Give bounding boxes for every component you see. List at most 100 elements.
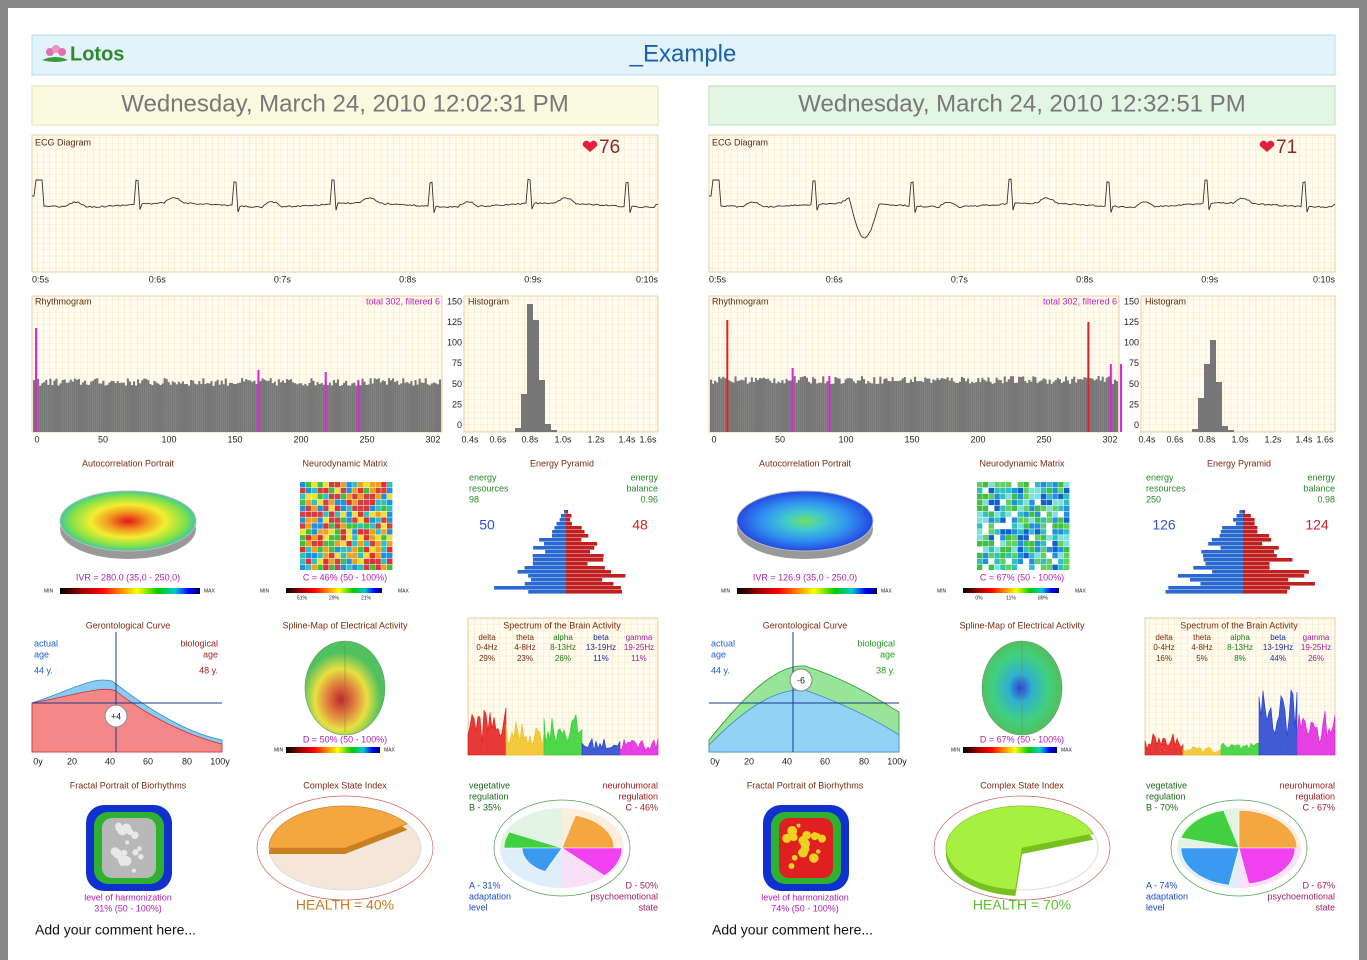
spectrum-area [1258, 689, 1298, 756]
ecg-tick-label: 0:6s [149, 274, 167, 284]
matrix-cell [369, 529, 375, 535]
matrix-cell [1064, 499, 1070, 506]
matrix-cell [1052, 505, 1058, 511]
matrix-cell [1023, 482, 1029, 488]
rhythm-bar [408, 383, 411, 432]
matrix-cell [381, 493, 387, 500]
actual-label: age [711, 649, 726, 659]
matrix-cell [358, 541, 364, 547]
rhythm-bar [361, 378, 364, 432]
pyramid-right [1243, 538, 1272, 542]
pyramid-left [1193, 566, 1243, 570]
rhythm-bar [954, 382, 957, 432]
matrix-cell [1006, 517, 1012, 523]
rhythm-bar [151, 385, 154, 432]
age-tick-label: 20 [744, 756, 754, 766]
rhythm-bar [249, 380, 252, 432]
matrix-cell [346, 546, 352, 553]
matrix-cell [334, 505, 341, 511]
matrix-cell [329, 523, 335, 529]
matrix-cell [352, 493, 358, 500]
fractal-dot [782, 833, 792, 843]
matrix-cell [1006, 552, 1012, 559]
matrix-cell [358, 523, 364, 529]
matrix-cell [381, 482, 387, 488]
rhythm-bar [392, 378, 395, 432]
balance-label: adaptation [469, 891, 511, 901]
matrix-cell [305, 499, 312, 506]
matrix-cell [334, 487, 341, 494]
matrix-cell [988, 499, 994, 506]
rhythm-bar [353, 382, 356, 432]
rhythm-bar [300, 383, 303, 432]
pyramid-right [566, 534, 589, 538]
age-tick-label: 0y [33, 756, 43, 766]
band-pct: 44% [1270, 654, 1286, 663]
rhythm-bar [61, 380, 64, 432]
matrix-cell [1000, 552, 1006, 559]
matrix-cell [977, 505, 983, 511]
matrix-cell [1040, 482, 1047, 488]
scale-min: MIN [721, 588, 731, 594]
matrix-cell [982, 487, 989, 494]
energy-value: 0.98 [1317, 494, 1335, 504]
rhythm-bar [396, 380, 399, 432]
matrix-cell [1040, 517, 1047, 523]
rhythm-bar [79, 384, 83, 432]
rhythm-bar [995, 377, 998, 432]
energy-big: 48 [632, 517, 648, 533]
matrix-cell [334, 535, 341, 541]
histogram-bar [1216, 382, 1222, 432]
rhythm-bar [436, 384, 440, 432]
date: Wednesday, March 24, 2010 12:02:31 PM [121, 90, 568, 117]
rhythm-bar [165, 379, 168, 432]
rhythm-bar [909, 379, 913, 432]
matrix-cell [346, 493, 352, 500]
pyramid-left [1220, 546, 1243, 550]
matrix-cell [1064, 511, 1070, 517]
matrix-cell [352, 558, 358, 565]
matrix-cell [1000, 523, 1006, 529]
matrix-cell [334, 493, 341, 500]
fractal-dot [119, 859, 126, 867]
pyramid-left [539, 538, 566, 542]
matrix-cell [375, 558, 381, 565]
matrix-cell [300, 511, 306, 517]
fractal-dot [115, 822, 122, 830]
matrix-cell [1052, 564, 1058, 570]
rhythm-bar [1022, 376, 1025, 432]
rhythm-bar [434, 383, 437, 432]
rhythm-bar [981, 377, 984, 432]
age-diff: -6 [797, 675, 805, 685]
matrix-cell [300, 517, 306, 523]
matrix-cell [1046, 493, 1052, 500]
matrix-cell [1052, 511, 1058, 517]
rhythm-bar [799, 377, 802, 432]
spectrum-area [619, 738, 659, 756]
histogram-tick-label: 1.6s [639, 434, 657, 444]
histogram-tick-label: 0.4s [1138, 434, 1156, 444]
rhythm-bar [114, 382, 117, 432]
histogram-tick-label: 0 [1134, 420, 1139, 430]
matrix-cell [1017, 552, 1023, 559]
pyramid-right [1243, 514, 1251, 518]
rhythm-bar [754, 377, 757, 432]
heart-rate: 71 [1276, 137, 1297, 158]
fractal-level: level of harmonization [84, 892, 172, 902]
matrix-cell [329, 517, 335, 523]
matrix-cell [1046, 558, 1052, 565]
fractal-dot [791, 854, 798, 861]
matrix-cell [323, 517, 329, 523]
pyramid-left [554, 526, 566, 530]
rhythm-bar [797, 380, 800, 432]
balance-sector [503, 831, 563, 849]
fractal-dot [131, 831, 139, 839]
index-wedge [945, 805, 1094, 891]
matrix-cell [387, 493, 393, 500]
header-bar [31, 34, 1336, 76]
rhythm-bar [924, 377, 927, 432]
pyramid-right [566, 538, 582, 542]
matrix-cell [1006, 487, 1012, 494]
matrix-cell [375, 552, 381, 559]
bio-age: 48 y. [199, 665, 218, 675]
